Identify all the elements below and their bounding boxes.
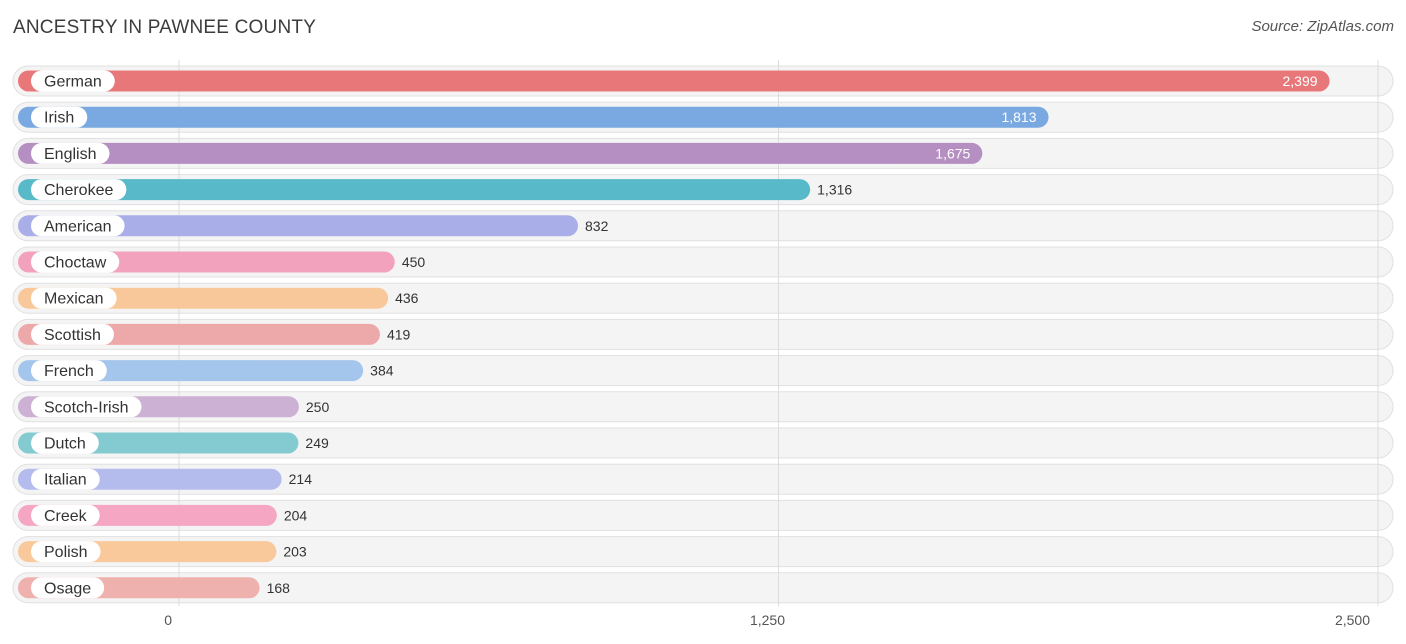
value-label: 204 (284, 507, 308, 523)
bar-track (12, 463, 1394, 495)
value-label: 168 (267, 580, 291, 596)
category-label: English (44, 146, 96, 163)
category-label: Scotch-Irish (44, 399, 128, 416)
bar (18, 106, 1049, 128)
category-label-pill (31, 179, 127, 201)
x-tick-label: 1,250 (750, 612, 785, 628)
category-label-pill (31, 142, 110, 164)
value-label: 2,399 (1283, 73, 1318, 89)
category-label-pill (31, 541, 101, 563)
value-label: 1,675 (935, 145, 970, 161)
value-label: 384 (370, 363, 394, 379)
value-label: 436 (395, 290, 419, 306)
x-tick-label: 2,500 (1335, 612, 1370, 628)
value-label: 1,316 (817, 182, 852, 198)
bar (18, 215, 579, 237)
category-label-pill (31, 215, 125, 237)
category-label-pill (31, 323, 114, 345)
value-label: 214 (289, 471, 313, 487)
category-label-pill (31, 468, 100, 490)
category-label-pill (31, 360, 107, 382)
category-label: Polish (44, 544, 88, 561)
category-label-pill (31, 577, 105, 599)
chart-title: ANCESTRY IN PAWNEE COUNTY (13, 17, 317, 38)
bar-track (12, 427, 1394, 459)
x-tick-label: 0 (164, 612, 172, 628)
category-label: Osage (44, 580, 91, 597)
source-credit: Source: ZipAtlas.com (1251, 18, 1394, 35)
value-label: 450 (402, 254, 426, 270)
category-label: Mexican (44, 291, 104, 308)
value-label: 832 (585, 218, 609, 234)
category-label-pill (31, 504, 100, 526)
bar-track (12, 499, 1394, 531)
category-label-pill (31, 287, 117, 309)
bar (18, 179, 811, 201)
value-label: 419 (387, 326, 411, 342)
category-label-pill (31, 106, 88, 128)
category-label: Choctaw (44, 255, 107, 272)
category-label: Dutch (44, 436, 86, 453)
category-label: Scottish (44, 327, 101, 344)
value-label: 249 (305, 435, 329, 451)
bar-track (12, 391, 1394, 423)
value-label: 250 (306, 399, 330, 415)
category-label-pill (31, 251, 120, 273)
category-label: Irish (44, 110, 74, 127)
bar (18, 70, 1330, 92)
category-label: Creek (44, 508, 88, 525)
value-label: 203 (283, 544, 307, 560)
value-label: 1,813 (1001, 109, 1036, 125)
category-label: Italian (44, 472, 87, 489)
category-label: Cherokee (44, 182, 113, 199)
category-label: German (44, 74, 102, 91)
category-label: American (44, 218, 112, 235)
category-label-pill (31, 432, 99, 454)
category-label-pill (31, 396, 142, 418)
bar-track (12, 572, 1394, 604)
category-label-pill (31, 70, 115, 92)
bar-track (12, 536, 1394, 568)
bar (18, 142, 983, 164)
category-label: French (44, 363, 94, 380)
